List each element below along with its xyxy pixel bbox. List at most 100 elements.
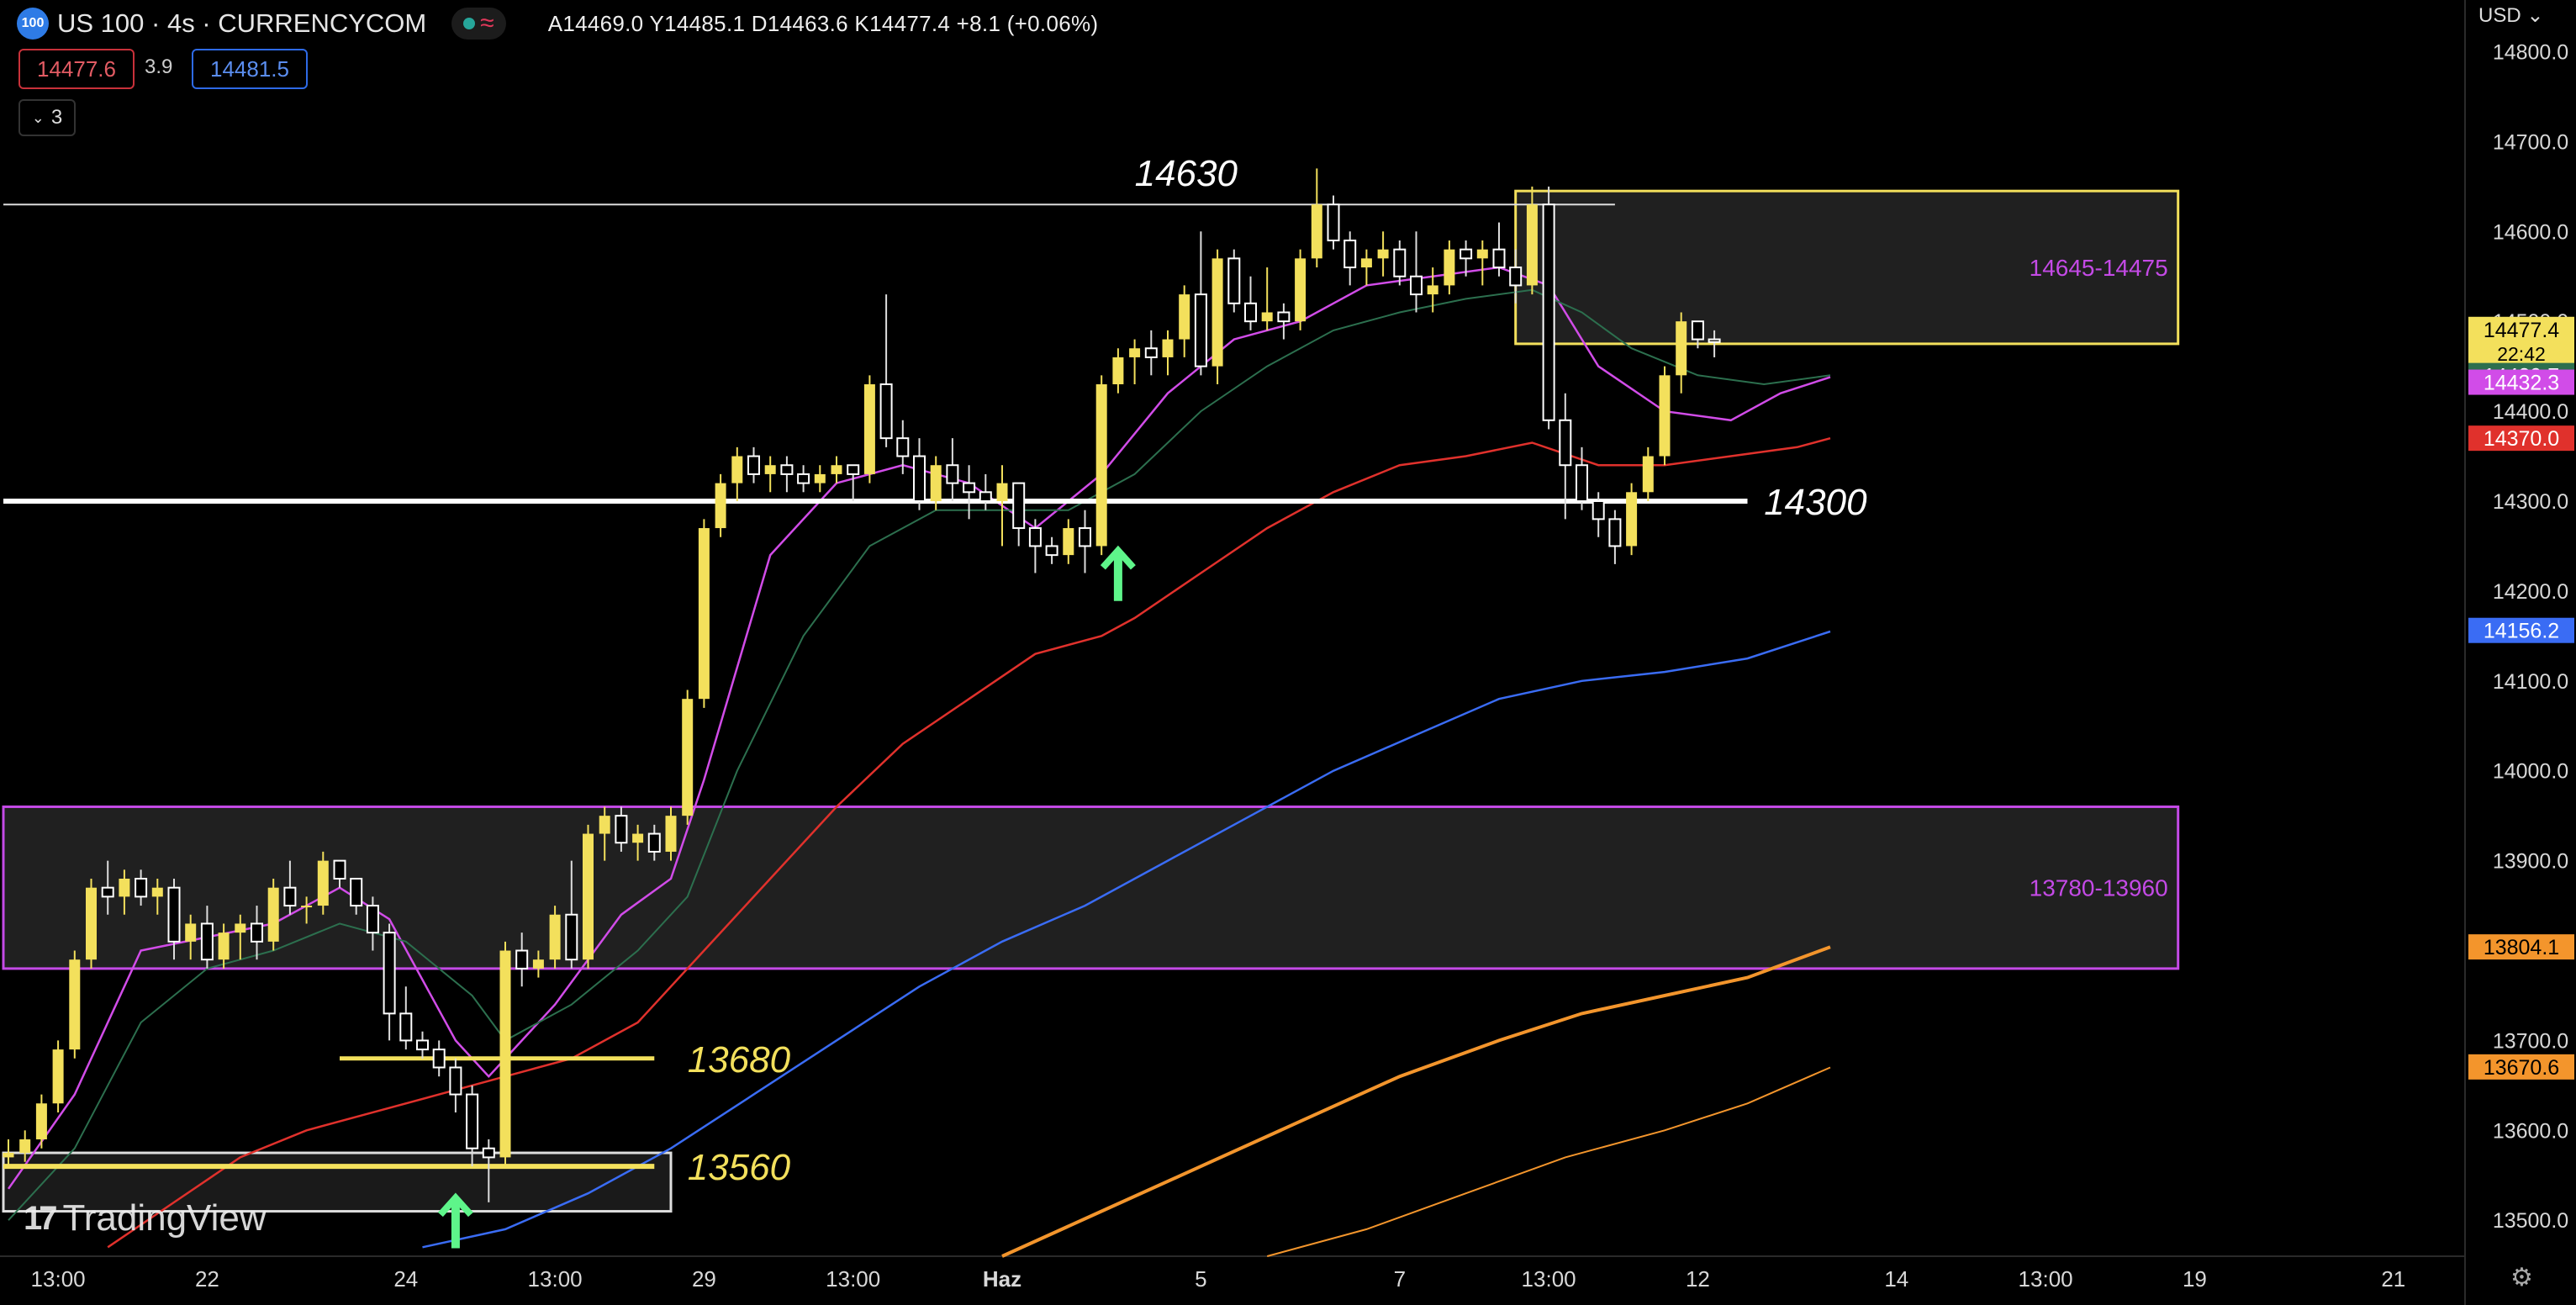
price-tag: 14477.422:42 (2468, 316, 2574, 367)
candle (1444, 240, 1455, 295)
price-tag: 13670.6 (2468, 1054, 2574, 1080)
price-tag-bg (2468, 369, 2574, 395)
price-tag: 14432.3 (2468, 369, 2574, 395)
y-tick-label: 14700.0 (2493, 130, 2568, 154)
zone-label: 14645-14475 (2030, 255, 2168, 281)
candle (1509, 249, 1523, 304)
candle-body (283, 886, 297, 907)
candle-body (19, 1139, 31, 1154)
wave-icon: ≈ (480, 9, 494, 37)
candle (1295, 249, 1306, 330)
candle (549, 906, 561, 969)
candle-body (515, 949, 529, 970)
x-tick-label: Haz (983, 1266, 1021, 1292)
candle (235, 914, 246, 960)
ema-line-1 (8, 288, 1831, 1221)
candle (1608, 510, 1622, 564)
candle-body (1211, 258, 1223, 367)
candle (466, 1085, 479, 1167)
candle-body (1592, 499, 1605, 520)
candle (267, 878, 279, 951)
candle-body (1179, 294, 1190, 340)
candle-body (1393, 248, 1407, 277)
candle-body (780, 464, 794, 475)
candle (930, 456, 942, 510)
chart-header: 100 US 100 · 4s · CURRENCYCOM ≈ A14469.0… (17, 5, 1098, 42)
ohlc-values: A14469.0 Y14485.1 D14463.6 K14477.4 +8.1… (547, 10, 1099, 36)
candle (1476, 240, 1488, 286)
candle (1691, 320, 1704, 349)
candle (1343, 231, 1357, 286)
x-tick-label: 24 (393, 1266, 418, 1292)
candle-body (1112, 357, 1124, 385)
candle-body (1295, 258, 1306, 322)
x-tick-label: 21 (2381, 1266, 2405, 1292)
y-tick-label: 13900.0 (2493, 850, 2568, 874)
candle-body (482, 1147, 495, 1159)
x-tick-label: 13:00 (31, 1266, 86, 1292)
candle-body (3, 1153, 14, 1158)
x-tick-label: 7 (1394, 1266, 1406, 1292)
candle-body (565, 913, 578, 961)
candle-body (1129, 348, 1141, 357)
candle (1063, 519, 1074, 564)
candle (1542, 186, 1555, 430)
candle (797, 465, 810, 493)
candle (731, 446, 743, 501)
candle-body (1509, 267, 1523, 287)
candle-body (1626, 492, 1638, 547)
candle (1377, 231, 1389, 277)
buy-price-button[interactable]: 14481.5 (192, 49, 308, 89)
zone-box (2, 805, 2180, 970)
candle-body (86, 887, 97, 960)
zone-2 (2, 1151, 673, 1213)
candle-body (383, 932, 396, 1015)
candle-body (1410, 275, 1423, 296)
currency-selector[interactable]: USD ⌄ (2478, 3, 2543, 28)
candle (1559, 393, 1572, 520)
candle-body (135, 877, 148, 898)
ema-line-3 (422, 630, 1831, 1249)
candle-body (665, 816, 677, 852)
candle (499, 941, 511, 1167)
x-tick-label: 5 (1195, 1266, 1206, 1292)
sell-price-button[interactable]: 14477.6 (18, 49, 135, 89)
candle-body (764, 465, 776, 474)
candle-body (979, 491, 992, 502)
x-tick-label: 12 (1686, 1266, 1710, 1292)
spread-value: 3.9 (145, 55, 173, 78)
candle-body (416, 1039, 429, 1051)
candle-body (632, 833, 644, 843)
candle-body (996, 483, 1008, 501)
candle (1028, 519, 1042, 573)
price-tag-text: 13670.6 (2484, 1056, 2559, 1080)
candle-body (1079, 527, 1091, 547)
candle (565, 860, 578, 969)
candle-body (1526, 204, 1538, 286)
candle (682, 689, 694, 825)
candle (665, 806, 677, 861)
candle (200, 906, 214, 969)
candle-body (366, 905, 379, 934)
candle (1642, 446, 1654, 501)
candle-body (1676, 321, 1687, 376)
symbol-title[interactable]: US 100 · 4s · CURRENCYCOM (57, 8, 427, 38)
settings-gear-icon[interactable]: ⚙ (2510, 1264, 2533, 1292)
indicators-toggle-button[interactable]: ⌄ 3 (18, 99, 76, 136)
x-tick-label: 14 (1884, 1266, 1908, 1292)
candle-body (863, 384, 875, 474)
market-status[interactable]: ≈ (451, 8, 506, 40)
candle (1095, 375, 1107, 556)
candle-body (235, 923, 246, 933)
candle-body (1227, 257, 1241, 304)
candle (632, 824, 644, 861)
candle (780, 456, 794, 493)
candle (119, 869, 130, 915)
candle-body (814, 473, 826, 483)
candle (135, 869, 148, 906)
candle (1129, 339, 1141, 385)
level-label: 13560 (688, 1147, 791, 1188)
chevron-down-icon: ⌄ (31, 108, 45, 126)
candle (1659, 366, 1671, 466)
